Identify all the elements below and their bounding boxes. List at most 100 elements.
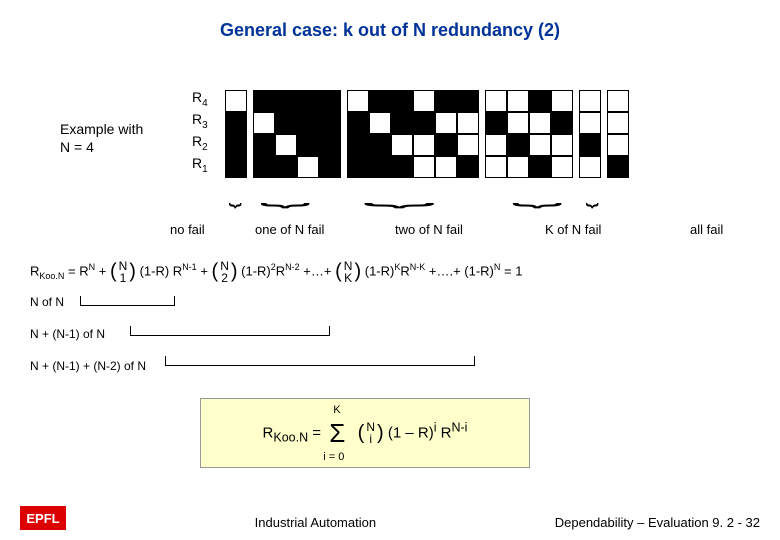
f-lhs-sub: Koo.N xyxy=(39,271,64,281)
grid-cell xyxy=(607,134,629,156)
sigma-top: K xyxy=(333,404,340,416)
row-sub: 2 xyxy=(202,142,208,153)
f-eq1: = 1 xyxy=(500,263,522,278)
grid-cell xyxy=(507,112,529,134)
ff-term: (1 – R) xyxy=(384,424,434,441)
grid-cell xyxy=(435,156,457,178)
grid-cell xyxy=(225,156,247,178)
grid-cell xyxy=(607,112,629,134)
grid-cell xyxy=(551,134,573,156)
grid-cell xyxy=(457,134,479,156)
binom-bot: K xyxy=(344,272,353,284)
grid-cell xyxy=(607,156,629,178)
grid-cell xyxy=(347,156,369,178)
grid-cell xyxy=(225,134,247,156)
grid-cell xyxy=(485,90,507,112)
grid-cell xyxy=(551,90,573,112)
grid-cell xyxy=(391,134,413,156)
grid-cell xyxy=(529,156,551,178)
brace-icon: ⏟ xyxy=(512,180,562,208)
grid-cell xyxy=(253,156,275,178)
grid-cell xyxy=(275,134,297,156)
f-sup: N-2 xyxy=(285,262,300,272)
grid-cell xyxy=(391,112,413,134)
f-dots: +…+ xyxy=(300,263,335,278)
epfl-logo-icon: EPFL xyxy=(20,506,66,530)
grid-cell xyxy=(435,134,457,156)
grid-cell xyxy=(579,134,601,156)
f-plus: + xyxy=(95,263,110,278)
row-sub: 1 xyxy=(202,164,208,175)
binom-bot: 2 xyxy=(220,272,229,284)
final-content: RKoo.N = ΣKi = 0 (Ni) (1 – R)i RN-i xyxy=(263,418,468,449)
grid-cell xyxy=(551,112,573,134)
grid-cell xyxy=(485,156,507,178)
sigma-bot: i = 0 xyxy=(323,451,344,463)
grid-cell xyxy=(297,112,319,134)
label-two-fail: two of N fail xyxy=(395,222,463,237)
binom: N2 xyxy=(220,260,229,284)
grid-cell xyxy=(507,90,529,112)
sum-line-3: N + (N-1) + (N-2) of N xyxy=(30,359,146,373)
redundancy-grid xyxy=(225,90,629,178)
brace-icon: ⏟ xyxy=(586,180,599,208)
grid-cell xyxy=(275,112,297,134)
final-formula-box: RKoo.N = ΣKi = 0 (Ni) (1 – R)i RN-i xyxy=(200,398,530,468)
footer: EPFL Industrial Automation Dependability… xyxy=(0,506,780,530)
f-term: R xyxy=(276,263,285,278)
grid-cell xyxy=(485,112,507,134)
f-sup: N-K xyxy=(410,262,426,272)
expansion-formula: RKoo.N = RN + (N1) (1-R) RN-1 + (N2) (1-… xyxy=(30,260,522,284)
binom: Ni xyxy=(366,421,375,445)
paren-icon: ( xyxy=(110,261,117,283)
f-term: (1-R) xyxy=(238,263,271,278)
f-term: (1-R) xyxy=(361,263,394,278)
grid-cell xyxy=(507,156,529,178)
grid-cell xyxy=(579,156,601,178)
grid-cell xyxy=(529,112,551,134)
paren-icon: ( xyxy=(335,261,342,283)
grid-cell xyxy=(457,112,479,134)
grid-cell xyxy=(435,90,457,112)
grid-cell xyxy=(529,134,551,156)
paren-icon: ) xyxy=(129,261,136,283)
binom-bot: i xyxy=(366,433,375,445)
row-label: R xyxy=(192,111,202,127)
ff-sub: Koo.N xyxy=(273,430,308,444)
example-label: Example with N = 4 xyxy=(60,120,143,156)
grid-cell xyxy=(391,156,413,178)
brace-icon: ⏟ xyxy=(363,180,435,208)
grid-cell xyxy=(457,156,479,178)
row-labels: R4 R3 R2 R1 xyxy=(192,90,208,178)
row-label: R xyxy=(192,133,202,149)
grid-cell xyxy=(347,90,369,112)
sigma-icon: ΣKi = 0 xyxy=(329,418,345,449)
paren-icon: ( xyxy=(358,422,365,444)
f-sup: N-1 xyxy=(182,262,197,272)
grid-cell xyxy=(413,90,435,112)
footer-right: Dependability – Evaluation 9. 2 - 32 xyxy=(555,515,760,530)
bracket-icon xyxy=(80,296,175,306)
binom: N1 xyxy=(119,260,128,284)
ff-sup: N-i xyxy=(451,420,467,434)
label-no-fail: no fail xyxy=(170,222,205,237)
paren-icon: ( xyxy=(212,261,219,283)
sum-line-2: N + (N-1) of N xyxy=(30,327,146,341)
grid-cell xyxy=(253,112,275,134)
row-label: R xyxy=(192,155,202,171)
row-sub: 3 xyxy=(202,120,208,131)
bracket-icon xyxy=(165,356,475,366)
grid-cell xyxy=(413,112,435,134)
grid-cell xyxy=(347,112,369,134)
grid-cell xyxy=(347,134,369,156)
f-eq: = R xyxy=(64,263,88,278)
example-line2: N = 4 xyxy=(60,139,94,155)
grid-cell xyxy=(319,112,341,134)
grid-cell xyxy=(507,134,529,156)
f-dots: +….+ (1-R) xyxy=(425,263,494,278)
label-all-fail: all fail xyxy=(690,222,723,237)
ff-lhs: R xyxy=(263,424,274,441)
grid-cell xyxy=(297,156,319,178)
grid-cell xyxy=(369,90,391,112)
f-term: R xyxy=(400,263,409,278)
